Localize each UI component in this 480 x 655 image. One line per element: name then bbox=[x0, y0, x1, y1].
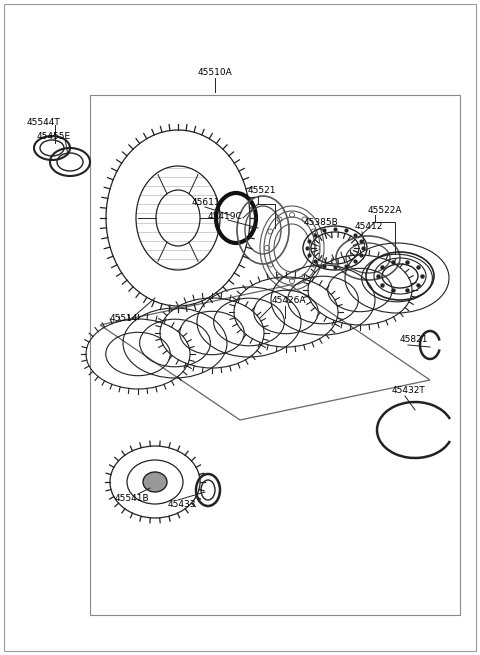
Text: 45426A: 45426A bbox=[272, 296, 307, 305]
Text: 45544T: 45544T bbox=[27, 118, 61, 127]
Text: 45521: 45521 bbox=[248, 186, 276, 195]
Text: 45385B: 45385B bbox=[304, 218, 339, 227]
Text: 45541B: 45541B bbox=[115, 494, 150, 503]
FancyBboxPatch shape bbox=[4, 4, 476, 651]
Bar bbox=[90, 95, 460, 615]
Text: 45455E: 45455E bbox=[37, 132, 71, 141]
Text: 45821: 45821 bbox=[400, 335, 429, 344]
Text: 45611: 45611 bbox=[192, 198, 221, 207]
Text: 45514: 45514 bbox=[110, 314, 139, 323]
Text: 45510A: 45510A bbox=[198, 68, 233, 77]
Text: 45433: 45433 bbox=[168, 500, 196, 509]
Text: 45432T: 45432T bbox=[392, 386, 426, 395]
Text: 45522A: 45522A bbox=[368, 206, 403, 215]
Text: 45419C: 45419C bbox=[208, 212, 243, 221]
Text: 45412: 45412 bbox=[355, 222, 384, 231]
Ellipse shape bbox=[143, 472, 167, 492]
